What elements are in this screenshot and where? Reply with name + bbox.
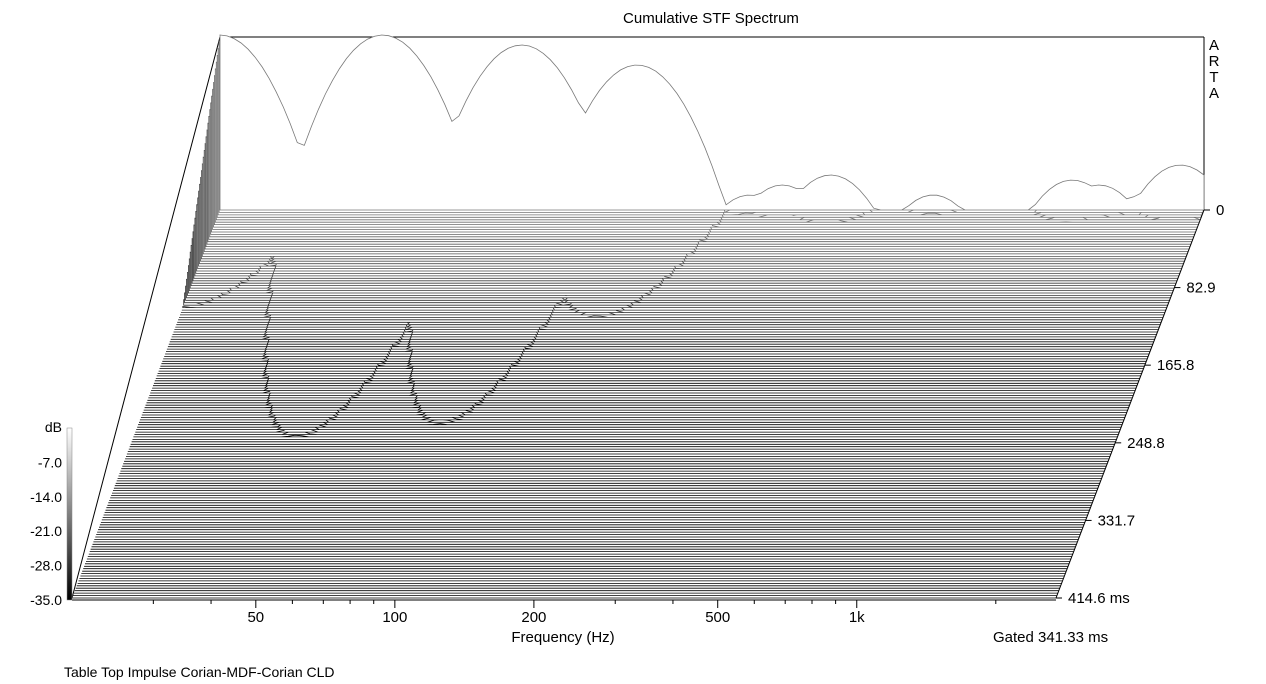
time-tick-label: 0: [1216, 202, 1224, 219]
waterfall-slices: [72, 34, 1205, 599]
time-tick-label: 248.8: [1127, 435, 1165, 452]
svg-text:A: A: [1209, 37, 1219, 54]
measurement-name: Table Top Impulse Corian-MDF-Corian CLD: [64, 664, 335, 680]
waterfall-slice: [133, 434, 1118, 438]
time-axis: 0 82.9 165.8 248.8 331.7 414.6 ms: [1055, 202, 1224, 607]
gate-note: Gated 341.33 ms: [993, 629, 1108, 646]
db-gradient-bar: [66, 427, 73, 601]
db-tick-label: -21.0: [30, 523, 62, 539]
svg-text:T: T: [1209, 69, 1218, 86]
time-tick-label: 331.7: [1098, 512, 1136, 529]
x-axis-label: Frequency (Hz): [511, 629, 614, 646]
frequency-axis: 50 100 200 500 1k Frequency (Hz): [72, 599, 1056, 646]
time-tick-label: 82.9: [1186, 280, 1215, 297]
x-tick-label: 200: [521, 609, 546, 626]
x-tick-label: 1k: [849, 609, 865, 626]
x-tick-label: 50: [247, 609, 264, 626]
db-scale: dB -7.0 -14.0 -21.0 -28.0 -35.0: [30, 419, 73, 608]
db-label: dB: [45, 419, 62, 435]
waterfall-slice: [219, 34, 1205, 211]
time-tick-label: 414.6 ms: [1068, 590, 1130, 607]
x-tick-label: 100: [382, 609, 407, 626]
db-tick-label: -28.0: [30, 558, 62, 574]
chart-title: Cumulative STF Spectrum: [623, 10, 799, 27]
db-tick-label: -7.0: [38, 454, 62, 470]
time-tick-label: 165.8: [1157, 357, 1195, 374]
db-tick-label: -35.0: [30, 592, 62, 608]
db-tick-label: -14.0: [30, 489, 62, 505]
svg-text:R: R: [1209, 53, 1220, 70]
arta-brand: A R T A: [1209, 37, 1220, 102]
x-tick-label: 500: [705, 609, 730, 626]
svg-text:A: A: [1209, 85, 1219, 102]
